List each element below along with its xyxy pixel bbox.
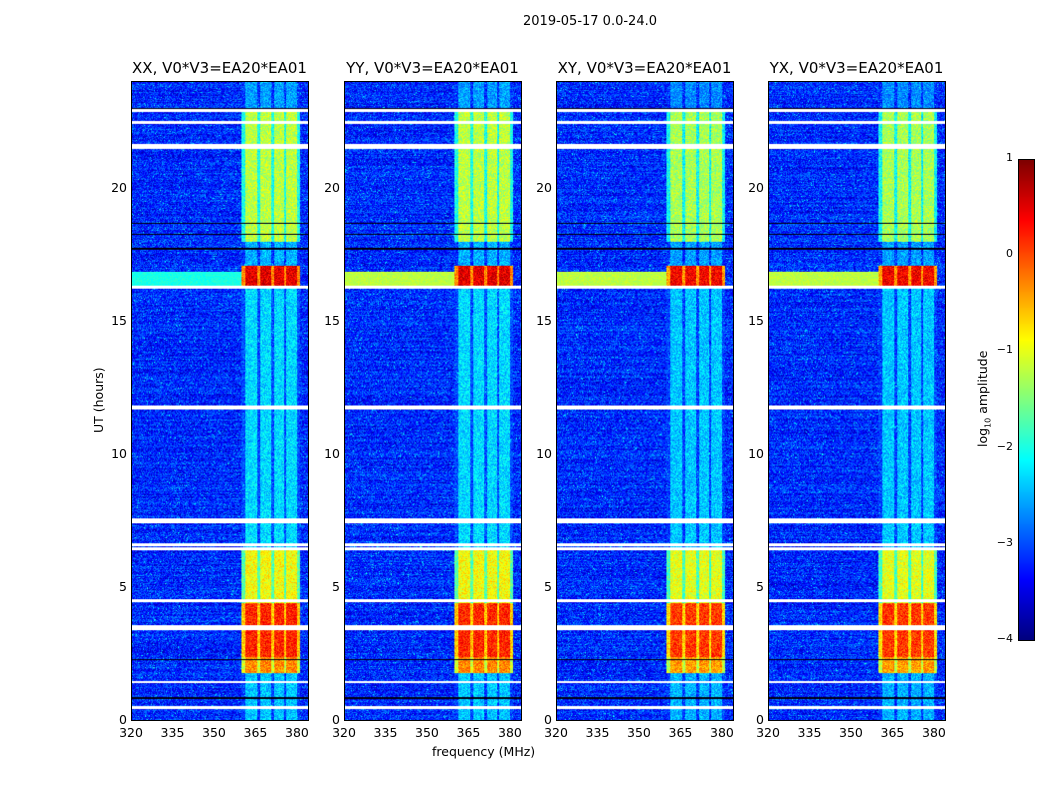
colorbar-tick-label: −1 <box>996 343 1013 357</box>
y-tick-label: 5 <box>756 578 764 594</box>
x-tick-label: 380 <box>285 725 309 740</box>
y-tick-label: 15 <box>748 312 764 328</box>
x-tick-label: 350 <box>839 725 863 740</box>
figure-title: 2019-05-17 0.0-24.0 <box>523 14 657 29</box>
y-tick-label: 15 <box>536 312 552 328</box>
x-tick-label: 320 <box>119 725 143 740</box>
x-tick-label: 350 <box>202 725 226 740</box>
x-tick-label: 365 <box>243 725 268 740</box>
x-tick-label: 320 <box>544 725 568 740</box>
y-tick-label: 5 <box>332 578 340 594</box>
y-tick-label: 10 <box>536 445 552 461</box>
spectrogram-panel <box>556 81 734 721</box>
colorbar-label-sub: 10 <box>983 417 993 428</box>
x-tick-label: 365 <box>456 725 481 740</box>
colorbar-tick-label: −2 <box>996 439 1013 453</box>
colorbar-tick-label: −4 <box>996 632 1013 645</box>
y-tick-label: 0 <box>119 712 127 727</box>
x-tick-label: 320 <box>756 725 780 740</box>
y-tick-label: 10 <box>324 445 340 461</box>
x-tick-label: 380 <box>922 725 946 740</box>
x-tick-label: 335 <box>373 725 398 740</box>
x-tick-label: 380 <box>498 725 522 740</box>
x-tick-label: 320 <box>332 725 356 740</box>
panel-title: YX, V0*V3=EA20*EA01 <box>769 59 944 77</box>
y-tick-label: 15 <box>324 312 340 328</box>
spectrogram-panel <box>344 81 522 721</box>
x-tick-label: 350 <box>627 725 651 740</box>
y-tick-label: 0 <box>332 712 340 727</box>
x-tick-label: 365 <box>880 725 905 740</box>
y-tick-label: 0 <box>544 712 552 727</box>
colorbar-label-main: log <box>975 427 990 447</box>
panel-title: YY, V0*V3=EA20*EA01 <box>346 59 519 77</box>
spectrogram-panel <box>131 81 309 721</box>
x-tick-label: 380 <box>710 725 734 740</box>
x-tick-label: 335 <box>797 725 822 740</box>
y-tick-label: 20 <box>748 179 764 195</box>
y-tick-label: 0 <box>756 712 764 727</box>
x-tick-label: 365 <box>668 725 693 740</box>
colorbar-label-rest: amplitude <box>975 350 990 418</box>
x-tick-label: 350 <box>415 725 439 740</box>
panel-title: XX, V0*V3=EA20*EA01 <box>132 59 307 77</box>
x-tick-label: 335 <box>585 725 610 740</box>
colorbar-tick-label: 0 <box>1006 247 1013 261</box>
y-tick-label: 20 <box>111 179 127 195</box>
colorbar-tick-label: −3 <box>996 535 1013 549</box>
y-tick-label: 10 <box>111 445 127 461</box>
colorbar-label: log10 amplitude <box>975 351 993 447</box>
panel-title: XY, V0*V3=EA20*EA01 <box>557 59 732 77</box>
spectrogram-panel <box>768 81 946 721</box>
x-tick-label: 335 <box>160 725 185 740</box>
y-axis-label: UT (hours) <box>91 367 106 433</box>
colorbar-tick-label: 1 <box>1006 151 1013 164</box>
y-tick-label: 20 <box>536 179 552 195</box>
y-tick-label: 5 <box>544 578 552 594</box>
x-axis-label: frequency (MHz) <box>432 744 536 759</box>
colorbar <box>1018 159 1035 641</box>
y-tick-label: 10 <box>748 445 764 461</box>
y-tick-label: 15 <box>111 312 127 328</box>
y-tick-label: 5 <box>119 578 127 594</box>
y-tick-label: 20 <box>324 179 340 195</box>
